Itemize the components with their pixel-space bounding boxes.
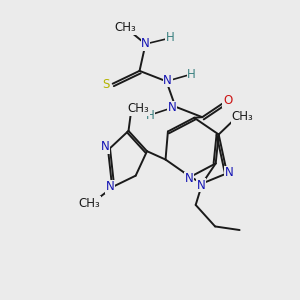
Text: CH₃: CH₃ [79,197,100,210]
Text: N: N [163,74,172,87]
Text: N: N [167,101,176,114]
Text: H: H [187,68,196,81]
Text: N: N [185,172,194,185]
Text: S: S [102,78,110,91]
Text: O: O [223,94,232,107]
Text: CH₃: CH₃ [115,21,136,34]
Text: N: N [106,180,114,193]
Text: CH₃: CH₃ [231,110,253,123]
Text: N: N [224,166,233,179]
Text: N: N [141,38,150,50]
Text: N: N [197,179,206,192]
Text: H: H [146,110,155,122]
Text: CH₃: CH₃ [128,102,149,115]
Text: H: H [166,31,174,44]
Text: N: N [101,140,110,153]
